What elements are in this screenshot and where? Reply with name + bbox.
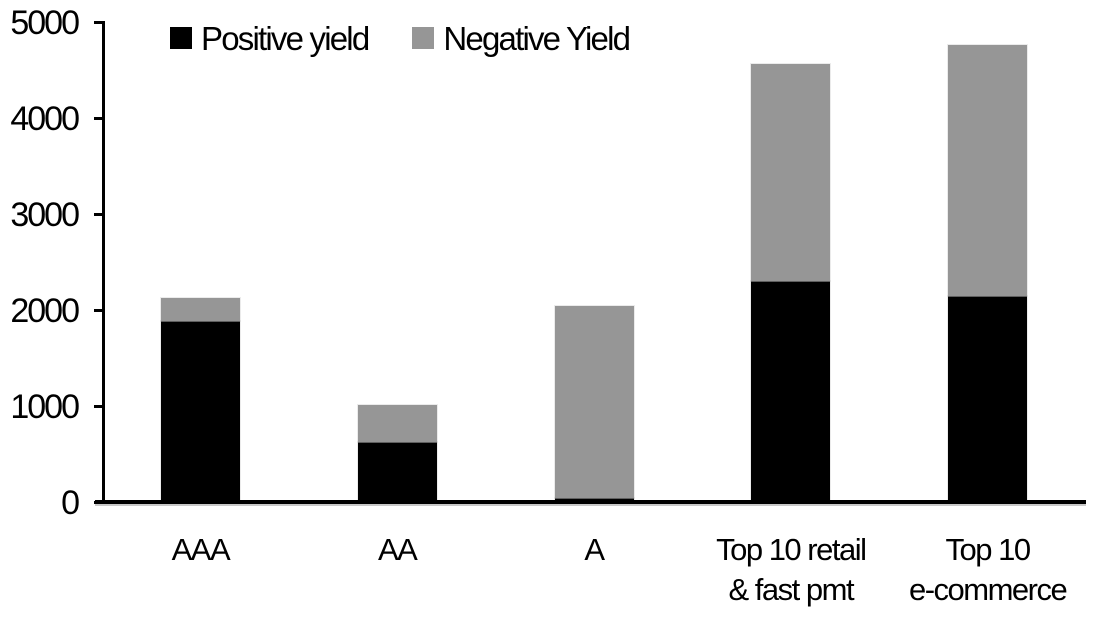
bar-segment-positive-4 [751,281,831,502]
legend-label-positive-yield: Positive yield [201,19,370,57]
x-axis-line [95,500,1086,504]
legend-label-negative-yield: Negative Yield [443,19,631,57]
bar-segment-positive-2 [357,442,437,502]
x-category-label: Top 10 retail & fast pmt [716,532,867,607]
bar-segment-negative-2 [357,405,437,442]
x-category-label: Top 10 e-commerce [908,532,1068,607]
x-category-label: AA [378,532,418,567]
legend-item-negative-yield: Negative Yield [412,19,631,57]
y-tick-label: 1000 [10,388,80,426]
y-axis-line [102,21,105,503]
x-axis-shadow-line [95,504,1086,506]
y-tick [94,21,103,24]
legend-item-positive-yield: Positive yield [170,19,370,57]
chart-legend: Positive yield Negative Yield [170,19,631,57]
bar-segment-negative-1 [160,297,240,321]
bar-segment-positive-5 [948,295,1028,502]
y-tick [94,405,103,408]
y-tick [94,309,103,312]
x-category-label: AAA [171,532,231,567]
x-category-label: A [584,532,605,567]
negative-yield-swatch-icon [412,27,435,49]
y-tick-label: 2000 [10,292,80,330]
y-tick [94,213,103,216]
y-tick-label: 3000 [10,196,80,234]
y-tick [94,117,103,120]
bar-segment-negative-3 [554,306,634,499]
bar-segment-negative-5 [948,45,1028,296]
positive-yield-swatch-icon [170,27,192,49]
y-tick-label: 4000 [10,100,80,138]
bar-segment-negative-4 [751,64,831,282]
y-tick-label: 0 [61,484,80,522]
bar-segment-positive-1 [160,320,240,502]
y-tick-label: 5000 [10,4,80,42]
